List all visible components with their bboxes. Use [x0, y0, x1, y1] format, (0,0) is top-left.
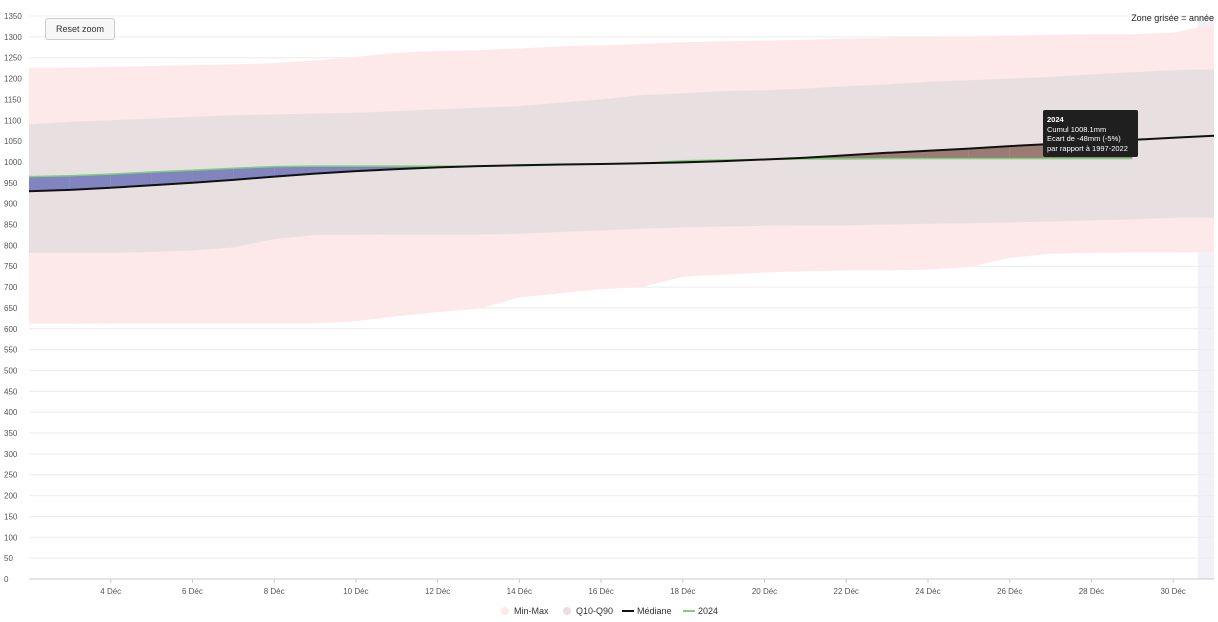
y-tick-label: 1200: [4, 75, 22, 84]
y-tick-label: 100: [4, 533, 18, 542]
y-tick-label: 500: [4, 366, 18, 375]
median-line: [28, 134, 1215, 193]
x-tick-label: 18 Déc: [670, 587, 695, 596]
y-tick-label: 400: [4, 408, 18, 417]
y-tick-label: 300: [4, 450, 18, 459]
difference-fill: [192, 168, 234, 183]
difference-fill: [1009, 144, 1051, 159]
x-tick-label: 28 Déc: [1079, 587, 1104, 596]
y-tick-label: 550: [4, 346, 18, 355]
x-tick-label: 24 Déc: [915, 587, 940, 596]
q10q90-band: [29, 69, 1214, 253]
y-tick-label: 250: [4, 471, 18, 480]
plot-areas: [29, 24, 1214, 324]
legend-label: Médiane: [637, 606, 672, 616]
x-tick-label: 10 Déc: [343, 587, 368, 596]
y-tick-label: 1300: [4, 33, 22, 42]
y-tick-label: 700: [4, 283, 18, 292]
y-tick-label: 50: [4, 554, 13, 563]
y-tick-label: 0: [4, 575, 9, 584]
legend-item[interactable]: Q10-Q90: [563, 606, 613, 616]
y-tick-label: 1250: [4, 54, 22, 63]
y-tick-label: 650: [4, 304, 18, 313]
difference-fill: [151, 170, 193, 186]
data-tooltip: 2024 Cumul 1008.1mm Ecart de -48mm (-5%)…: [1043, 110, 1138, 157]
reset-zoom-button[interactable]: Reset zoom: [45, 18, 115, 40]
y-tick-label: 350: [4, 429, 18, 438]
tooltip-line-reference: par rapport à 1997-2022: [1047, 143, 1128, 153]
y-tick-label: 1150: [4, 95, 22, 104]
y-tick-label: 850: [4, 221, 18, 230]
difference-fill: [69, 174, 111, 190]
x-tick-label: 22 Déc: [834, 587, 859, 596]
difference-fill: [968, 146, 1010, 159]
y-tick-label: 600: [4, 325, 18, 334]
highlight-note: Zone grisée = année: [1131, 13, 1214, 23]
x-tick-label: 30 Déc: [1160, 587, 1185, 596]
y-tick-label: 150: [4, 512, 18, 521]
x-tick-label: 20 Déc: [752, 587, 777, 596]
legend-symbol: [501, 607, 509, 615]
x-tick-label: 6 Déc: [182, 587, 203, 596]
plot-lines: [28, 134, 1215, 193]
x-tick-label: 4 Déc: [100, 587, 121, 596]
y-tick-label: 950: [4, 179, 18, 188]
tooltip-line-ecart: Ecart de -48mm (-5%): [1047, 134, 1121, 143]
legend-item[interactable]: Min-Max: [501, 606, 549, 616]
legend-label: Min-Max: [514, 606, 549, 616]
difference-fill: [110, 171, 152, 188]
difference-fill: [315, 166, 356, 174]
legend-symbol: [563, 607, 571, 615]
difference-fill: [29, 175, 70, 192]
legend-item[interactable]: Médiane: [622, 606, 672, 616]
y-tick-label: 900: [4, 200, 18, 209]
y-tick-label: 1350: [4, 12, 22, 21]
y-tick-label: 750: [4, 262, 18, 271]
tooltip-line-cumul: Cumul 1008.1mm: [1047, 124, 1107, 134]
x-tick-label: 14 Déc: [507, 587, 532, 596]
axes: 0 50 100 150 200 250 300 350 400 450 500 550 600 650 7…: [4, 12, 1214, 596]
legend-item[interactable]: 2024: [683, 606, 718, 616]
x-tick-label: 8 Déc: [264, 587, 285, 596]
y-tick-label: 1050: [4, 137, 22, 146]
y-tick-label: 450: [4, 387, 18, 396]
y-tick-label: 800: [4, 241, 18, 250]
x-tick-label: 12 Déc: [425, 587, 450, 596]
x-tick-label: 16 Déc: [588, 587, 613, 596]
y-tick-label: 1100: [4, 116, 22, 125]
legend[interactable]: Min-Max Q10-Q90 Médiane 2024: [501, 606, 718, 616]
tooltip-title: 2024: [1047, 115, 1064, 124]
legend-label: 2024: [698, 606, 718, 616]
x-tick-label: 26 Déc: [997, 587, 1022, 596]
y-tick-label: 200: [4, 492, 18, 501]
legend-label: Q10-Q90: [576, 606, 613, 616]
y-tick-label: 1000: [4, 158, 22, 167]
